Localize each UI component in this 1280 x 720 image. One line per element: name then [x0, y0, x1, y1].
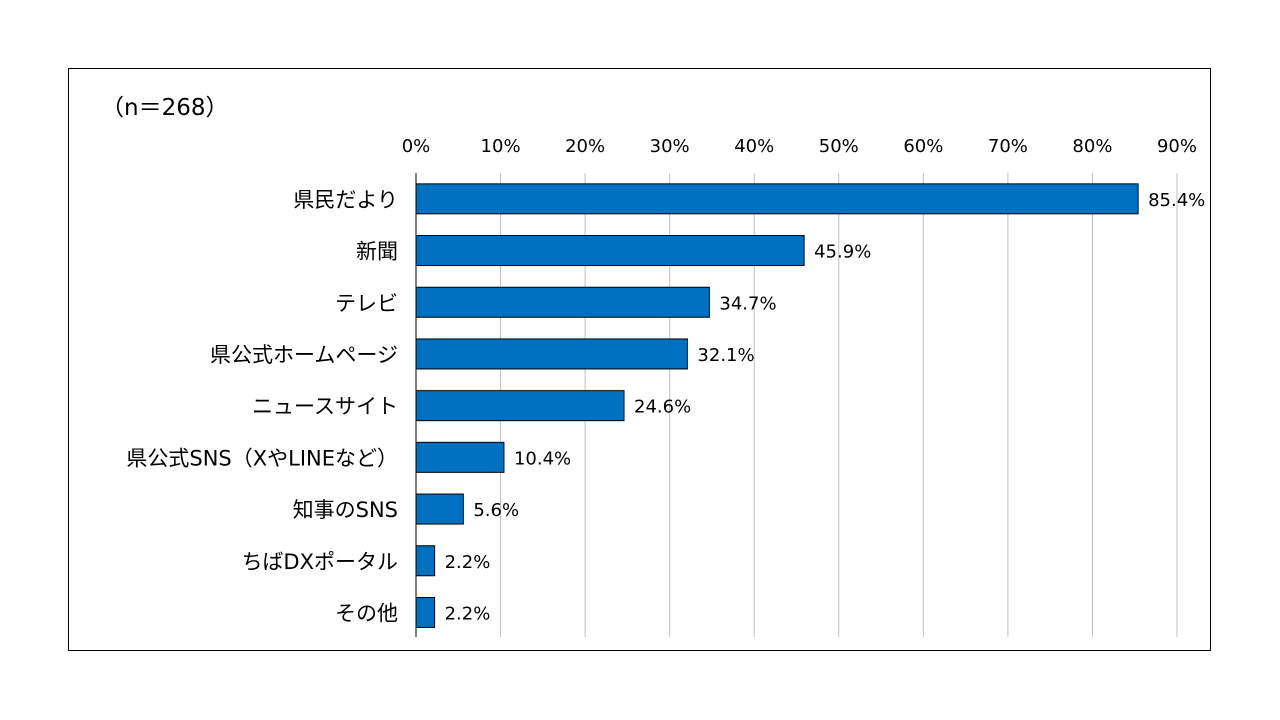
data-label: 2.2% [445, 552, 491, 573]
bar [415, 183, 1139, 215]
data-label: 45.9% [814, 242, 871, 263]
tick-label: 40% [734, 136, 774, 157]
category-label: 県公式ホームページ [210, 343, 398, 367]
tick-label: 50% [819, 136, 859, 157]
category-label: 新聞 [356, 240, 398, 264]
category-label: テレビ [335, 291, 398, 315]
category-label: ちばDXポータル [241, 550, 398, 574]
bar [415, 545, 436, 577]
sample-size-label: （n＝268） [101, 95, 229, 121]
tick-label: 80% [1072, 136, 1112, 157]
data-label: 10.4% [514, 448, 571, 469]
tick-label: 70% [988, 136, 1028, 157]
data-label: 85.4% [1148, 190, 1205, 211]
data-label: 2.2% [445, 603, 491, 624]
bar [415, 493, 464, 525]
category-label: 知事のSNS [293, 498, 398, 522]
tick-label: 30% [650, 136, 690, 157]
tick-label: 10% [481, 136, 521, 157]
bar [415, 235, 805, 267]
data-label: 5.6% [473, 500, 519, 521]
data-label: 32.1% [697, 345, 754, 366]
bar [415, 441, 505, 473]
category-label: その他 [335, 601, 398, 625]
bar [415, 596, 436, 628]
tick-label: 90% [1157, 136, 1197, 157]
bar [415, 286, 710, 318]
tick-label: 60% [903, 136, 943, 157]
category-label: 県民だより [293, 188, 398, 212]
data-label: 24.6% [634, 397, 691, 418]
category-label: ニュースサイト [252, 395, 398, 419]
category-label: 県公式SNS（XやLINEなど） [126, 446, 398, 470]
tick-label: 20% [565, 136, 605, 157]
bar [415, 338, 688, 370]
data-label: 34.7% [719, 293, 776, 314]
bar [415, 390, 625, 422]
tick-label: 0% [402, 136, 431, 157]
